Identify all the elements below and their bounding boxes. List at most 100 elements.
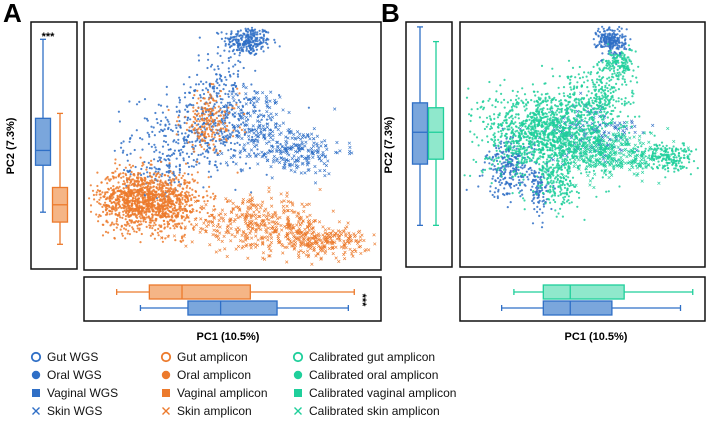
data-point	[554, 111, 557, 114]
data-point	[127, 202, 130, 205]
data-point	[218, 248, 222, 252]
data-point	[165, 183, 168, 186]
data-point	[178, 120, 181, 123]
data-point	[249, 98, 254, 103]
data-point	[523, 166, 526, 169]
data-point	[347, 152, 352, 156]
data-point	[290, 163, 295, 167]
data-point	[235, 84, 238, 88]
data-point	[558, 111, 561, 114]
data-point	[548, 97, 551, 100]
data-point	[207, 104, 210, 107]
data-point	[104, 209, 108, 212]
data-point	[604, 45, 608, 48]
data-point	[213, 99, 216, 102]
data-point	[239, 101, 242, 104]
data-point	[135, 184, 138, 187]
data-point	[286, 159, 291, 163]
data-point	[193, 94, 196, 97]
data-point	[260, 203, 264, 207]
data-point	[208, 243, 212, 247]
data-point	[488, 97, 491, 100]
data-point	[207, 150, 210, 153]
data-point	[508, 171, 511, 174]
data-point	[552, 75, 555, 78]
data-point	[98, 198, 101, 201]
data-point	[157, 103, 160, 106]
data-point	[216, 169, 219, 172]
data-point	[194, 144, 197, 147]
data-point	[194, 223, 199, 227]
data-point	[206, 117, 209, 120]
data-point	[511, 158, 514, 161]
data-point	[197, 106, 200, 110]
data-point	[260, 47, 263, 51]
data-point	[200, 145, 203, 148]
data-point	[259, 127, 263, 131]
data-point	[198, 115, 201, 118]
data-point	[141, 138, 144, 141]
data-point	[157, 188, 160, 191]
data-point	[240, 136, 244, 141]
data-point	[234, 63, 237, 66]
data-point	[216, 131, 219, 134]
data-point	[168, 219, 172, 222]
data-point	[180, 148, 183, 151]
data-point	[290, 136, 294, 140]
data-point	[117, 189, 120, 193]
data-point	[306, 133, 310, 137]
data-point	[274, 100, 279, 104]
data-point	[292, 142, 296, 146]
data-point	[228, 199, 233, 203]
data-point	[208, 160, 211, 163]
data-point	[350, 151, 354, 155]
data-point	[109, 196, 112, 199]
data-point	[121, 183, 125, 186]
data-point	[124, 166, 127, 169]
data-point	[248, 127, 252, 131]
data-point	[108, 195, 112, 198]
data-point	[245, 29, 248, 32]
data-point	[511, 149, 514, 152]
data-point	[270, 204, 274, 208]
data-point	[176, 198, 179, 201]
data-point	[274, 220, 279, 225]
data-point	[532, 156, 535, 160]
data-point	[493, 195, 496, 198]
data-point	[254, 245, 258, 249]
data-point	[153, 158, 156, 161]
data-point	[110, 197, 113, 200]
data-point	[558, 152, 561, 155]
data-point	[198, 230, 202, 234]
data-point	[164, 215, 167, 218]
data-point	[139, 156, 142, 159]
data-point	[206, 88, 209, 92]
data-point	[516, 152, 519, 155]
data-point	[511, 109, 514, 112]
data-point	[128, 224, 131, 227]
data-point	[608, 26, 611, 29]
data-point	[505, 192, 508, 195]
data-point	[218, 73, 221, 76]
data-point	[288, 164, 292, 168]
data-point	[518, 191, 521, 194]
data-point	[143, 194, 147, 197]
data-point	[500, 155, 503, 158]
data-point	[246, 226, 250, 231]
data-point	[160, 216, 163, 219]
data-point	[239, 37, 243, 40]
data-point	[255, 207, 259, 212]
data-point	[207, 146, 211, 150]
data-point	[142, 220, 145, 223]
data-point	[238, 131, 241, 134]
data-point	[283, 224, 287, 229]
data-point	[108, 205, 111, 209]
data-point	[224, 76, 227, 79]
data-point	[323, 228, 328, 232]
data-point	[172, 224, 175, 227]
data-point	[139, 220, 142, 223]
data-point	[281, 251, 285, 255]
data-point	[494, 179, 497, 182]
data-point	[106, 182, 109, 185]
data-point	[122, 140, 125, 143]
